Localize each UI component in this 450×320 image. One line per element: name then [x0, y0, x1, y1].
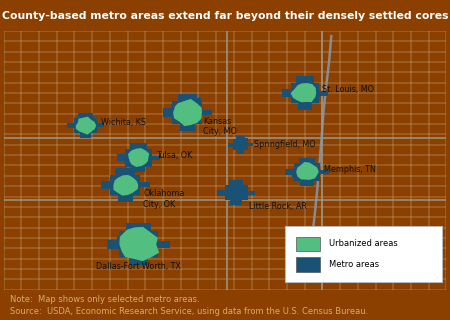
Bar — [282, 89, 291, 97]
Bar — [291, 83, 319, 103]
Text: Kansas
City, MO: Kansas City, MO — [203, 117, 237, 136]
Bar — [228, 143, 233, 147]
Polygon shape — [113, 175, 138, 196]
Polygon shape — [76, 116, 96, 135]
Text: Dallas-Fort Worth, TX: Dallas-Fort Worth, TX — [96, 262, 181, 271]
Bar — [175, 104, 180, 110]
Text: Memphis, TN: Memphis, TN — [324, 165, 376, 174]
Bar — [237, 150, 244, 154]
Bar — [226, 192, 231, 196]
Bar — [301, 161, 308, 164]
Bar — [320, 170, 328, 174]
Bar — [180, 124, 195, 131]
Bar — [297, 103, 312, 110]
Bar — [76, 126, 80, 130]
Bar — [296, 236, 320, 251]
Bar — [230, 183, 236, 186]
Bar — [285, 169, 294, 175]
Bar — [140, 182, 150, 188]
Bar — [124, 158, 129, 163]
Bar — [319, 91, 328, 96]
Bar — [158, 241, 170, 248]
Bar — [132, 166, 145, 172]
Bar — [129, 257, 148, 265]
Bar — [130, 143, 147, 149]
Bar — [163, 108, 172, 117]
Bar — [101, 181, 110, 189]
Text: St. Louis, MO: St. Louis, MO — [322, 85, 374, 94]
Text: Little Rock, AR: Little Rock, AR — [249, 202, 307, 212]
Bar — [296, 76, 314, 83]
Bar — [235, 136, 246, 139]
Bar — [126, 149, 152, 166]
Bar — [97, 124, 104, 127]
Polygon shape — [291, 83, 316, 102]
Bar — [299, 158, 315, 163]
Text: Urbanized areas: Urbanized areas — [329, 239, 398, 248]
Polygon shape — [173, 99, 202, 126]
Bar — [118, 195, 133, 202]
Bar — [217, 190, 225, 196]
Bar — [202, 110, 212, 115]
Bar — [292, 173, 297, 178]
Bar — [137, 228, 147, 233]
FancyBboxPatch shape — [285, 226, 442, 282]
Text: Metro areas: Metro areas — [329, 260, 379, 269]
Bar — [78, 113, 93, 118]
Bar — [248, 143, 253, 146]
Bar — [119, 231, 158, 257]
Bar — [301, 79, 308, 83]
Bar — [244, 138, 248, 140]
Bar — [133, 148, 140, 151]
Bar — [117, 155, 126, 161]
Bar — [126, 223, 151, 231]
Bar — [233, 139, 248, 150]
Bar — [296, 257, 320, 271]
Text: Springfield, MO: Springfield, MO — [254, 140, 315, 149]
Text: Oklahoma
City, OK: Oklahoma City, OK — [143, 189, 184, 209]
Polygon shape — [296, 162, 319, 180]
Bar — [110, 174, 140, 195]
Bar — [80, 133, 91, 138]
Bar — [194, 98, 201, 103]
Bar — [152, 156, 160, 160]
Bar — [117, 236, 124, 243]
Bar — [86, 114, 92, 116]
Polygon shape — [119, 227, 159, 261]
Text: County-based metro areas extend far beyond their densely settled cores: County-based metro areas extend far beyo… — [2, 11, 448, 21]
Bar — [225, 185, 248, 200]
Bar — [231, 143, 234, 146]
Bar — [67, 123, 74, 128]
Text: Tulsa, OK: Tulsa, OK — [156, 151, 193, 160]
Bar — [300, 181, 314, 186]
Text: Source:  USDA, Economic Research Service, using data from the U.S. Census Bureau: Source: USDA, Economic Research Service,… — [10, 307, 369, 316]
Bar — [292, 87, 298, 93]
Bar — [230, 200, 242, 205]
Bar — [112, 179, 118, 184]
Polygon shape — [128, 148, 149, 167]
Bar — [74, 118, 97, 133]
Bar — [229, 180, 243, 185]
Bar — [172, 101, 202, 124]
Text: Note:  Map shows only selected metro areas.: Note: Map shows only selected metro area… — [10, 295, 200, 304]
Bar — [294, 163, 320, 181]
Bar — [178, 94, 197, 101]
Text: Wichita, KS: Wichita, KS — [101, 118, 146, 127]
Bar — [107, 239, 119, 249]
Bar — [115, 170, 123, 174]
Bar — [248, 191, 255, 195]
Bar — [116, 168, 135, 174]
